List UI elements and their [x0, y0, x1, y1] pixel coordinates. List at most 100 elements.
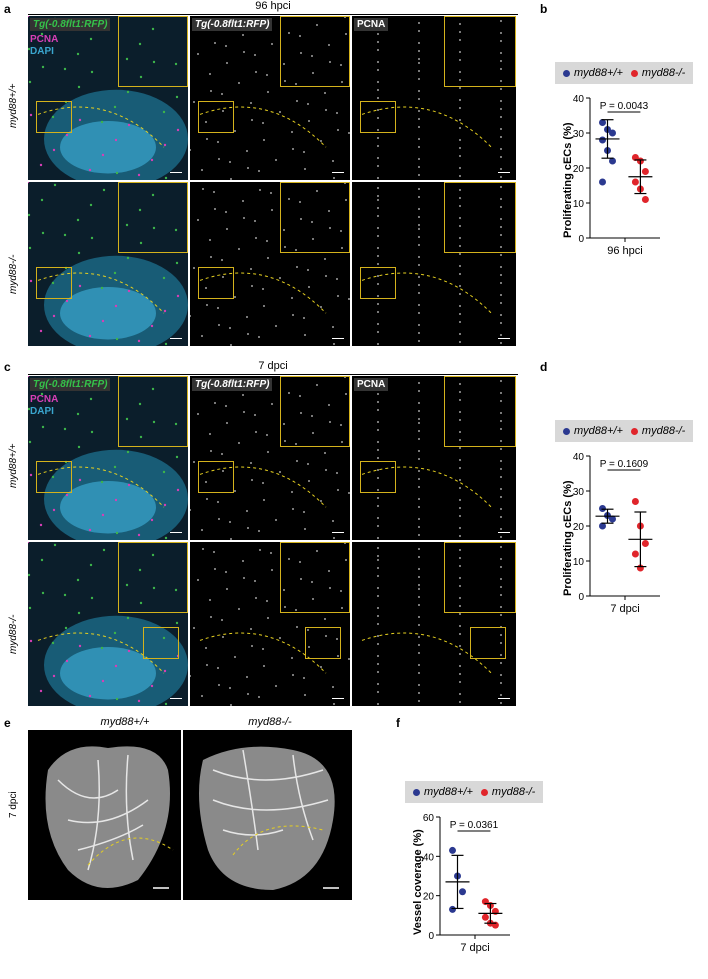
- y-tick-label: 0: [578, 592, 584, 603]
- y-tick-label: 30: [573, 487, 585, 498]
- panel-a-image-r0-c0: Tg(-0.8flt1:RFP) PCNA DAPI: [28, 16, 188, 180]
- data-point: [631, 178, 639, 186]
- whole-mount-heart-wt: [28, 730, 181, 900]
- legend-b: myd88+/+ myd88-/-: [555, 62, 694, 84]
- zoom-inset: [279, 376, 350, 447]
- channel-tag: Tg(-0.8flt1:RFP): [30, 18, 111, 31]
- scale-bar: [170, 172, 182, 173]
- x-label: 7 dpci: [610, 603, 639, 615]
- y-tick-label: 10: [573, 557, 585, 568]
- scale-bar: [332, 532, 344, 533]
- channel-tag: PCNA: [354, 18, 389, 31]
- channel-tag: Tg(-0.8flt1:RFP): [192, 378, 273, 391]
- channel-tag: Tg(-0.8flt1:RFP): [192, 18, 273, 31]
- inset-region-box: [360, 101, 397, 134]
- panel-c-image-r0-c2: PCNA: [352, 376, 516, 540]
- zoom-inset: [443, 542, 516, 613]
- panel-label-b: b: [540, 2, 548, 16]
- data-point: [599, 178, 606, 186]
- channel-label-pcna: PCNA: [30, 34, 59, 45]
- data-point: [609, 515, 616, 523]
- panel-a-image-r0-c1: Tg(-0.8flt1:RFP): [190, 16, 350, 180]
- y-tick-label: 20: [573, 164, 585, 175]
- p-value: P = 0.0361: [450, 820, 499, 831]
- p-value: P = 0.0043: [600, 101, 649, 112]
- panel-label-c: c: [4, 360, 11, 374]
- panel-e-col-wt: myd88+/+: [100, 716, 150, 728]
- x-label: 96 hpci: [607, 245, 642, 257]
- scale-bar: [498, 172, 510, 173]
- scale-bar: [332, 172, 344, 173]
- y-tick-label: 0: [428, 931, 434, 942]
- data-point: [631, 498, 639, 505]
- data-point: [641, 168, 649, 175]
- y-tick-label: 30: [573, 129, 585, 140]
- y-axis-title: Vessel coverage (%): [412, 829, 424, 935]
- data-point: [609, 157, 616, 165]
- inset-region-box: [360, 267, 397, 300]
- panel-label-f: f: [396, 716, 400, 730]
- data-point: [631, 550, 639, 558]
- channel-label-dapi: DAPI: [30, 406, 54, 417]
- zoom-inset: [279, 182, 350, 253]
- data-point: [599, 505, 606, 512]
- inset-region-box: [198, 267, 234, 300]
- y-tick-label: 20: [573, 522, 585, 533]
- panel-e-col-mut: myd88-/-: [248, 716, 292, 728]
- panel-c-image-r1-c1: [190, 542, 350, 706]
- data-point: [641, 540, 649, 547]
- data-point: [599, 136, 606, 144]
- chart-b: 0 10 20 30 40 96 hpci P = 0.0043: [573, 94, 660, 257]
- panel-a-row-label: myd88-/-: [8, 254, 19, 294]
- y-axis-title: Proliferating cECs (%): [562, 122, 574, 238]
- panel-a-row-label: myd88+/+: [8, 83, 19, 128]
- inset-region-box: [143, 627, 180, 660]
- panel-c-image-r0-c1: Tg(-0.8flt1:RFP): [190, 376, 350, 540]
- panel-a-image-r0-c2: PCNA: [352, 16, 516, 180]
- data-point: [641, 196, 649, 203]
- scale-bar: [332, 338, 344, 339]
- p-value: P = 0.1609: [600, 459, 649, 470]
- panel-c-header: 7 dpci: [258, 360, 288, 372]
- panel-c-row-label: myd88+/+: [8, 443, 19, 488]
- inset-region-box: [198, 461, 234, 494]
- legend-wt: myd88+/+: [563, 425, 623, 437]
- channel-label-dapi: DAPI: [30, 46, 54, 57]
- scale-bar: [498, 338, 510, 339]
- panel-a-header: 96 hpci: [255, 0, 291, 12]
- panel-label-e: e: [4, 716, 11, 730]
- panel-a-image-r1-c0: [28, 182, 188, 346]
- y-tick-label: 20: [423, 892, 435, 903]
- panel-label-a: a: [4, 2, 11, 16]
- scale-bar: [498, 532, 510, 533]
- legend-mut: myd88-/-: [480, 786, 535, 798]
- data-point: [609, 129, 616, 137]
- zoom-inset: [117, 542, 188, 613]
- channel-label-pcna: PCNA: [30, 394, 59, 405]
- zoom-inset: [117, 376, 188, 447]
- zoom-inset: [443, 376, 516, 447]
- inset-region-box: [470, 627, 507, 660]
- panel-e-row-label: 7 dpci: [8, 791, 19, 818]
- scale-bar: [170, 698, 182, 699]
- data-point: [599, 119, 606, 126]
- legend-f: myd88+/+ myd88-/-: [405, 781, 544, 803]
- inset-region-box: [36, 267, 72, 300]
- y-tick-label: 40: [423, 852, 435, 863]
- legend-wt: myd88+/+: [413, 786, 473, 798]
- zoom-inset: [443, 182, 516, 253]
- panel-c-row-label: myd88-/-: [8, 614, 19, 654]
- y-tick-label: 40: [573, 452, 585, 463]
- scale-bar: [170, 532, 182, 533]
- legend-d: myd88+/+ myd88-/-: [555, 420, 694, 442]
- chart-d: 0 10 20 30 40 7 dpci P = 0.1609: [573, 452, 660, 615]
- data-point: [449, 846, 456, 854]
- y-tick-label: 60: [423, 813, 435, 824]
- chart-f: 0 20 40 60 7 dpci P = 0.0361: [423, 813, 510, 954]
- data-point: [599, 522, 606, 530]
- inset-region-box: [36, 101, 72, 134]
- zoom-inset: [279, 542, 350, 613]
- channel-tag: PCNA: [354, 378, 389, 391]
- panel-c-image-r1-c0: [28, 542, 188, 706]
- data-point: [481, 913, 489, 921]
